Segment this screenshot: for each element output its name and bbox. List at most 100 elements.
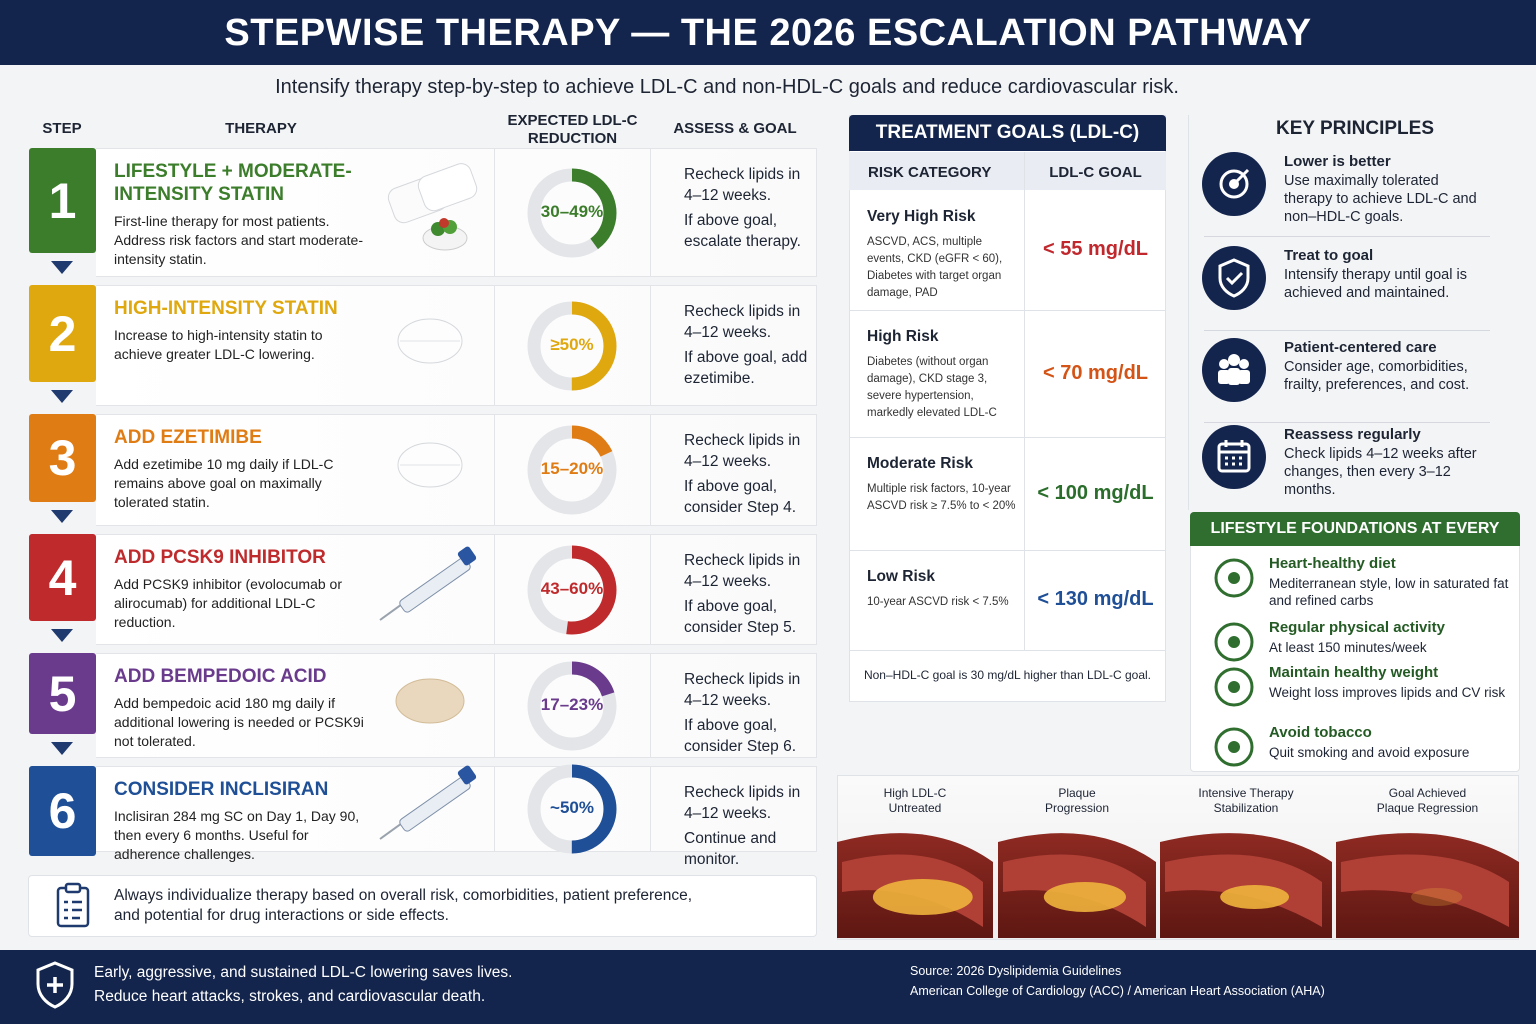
assess-line: Continue and monitor. [684, 830, 777, 868]
principle-title: Treat to goal [1284, 247, 1374, 264]
step-text: HIGH-INTENSITY STATIN Increase to high-in… [114, 297, 372, 364]
shape [1214, 558, 1254, 598]
stage-label: Goal Achieved [1388, 786, 1467, 800]
step-title: LIFESTYLE + MODERATE-INTENSITY STATIN [114, 161, 352, 205]
drug-illustration [379, 765, 477, 840]
reduction-ring [527, 425, 617, 515]
lifestyle-panel [1190, 512, 1520, 772]
lifestyle-title: LIFESTYLE FOUNDATIONS AT EVERY STEP [1190, 512, 1520, 571]
stage-label: Stabilization [1213, 801, 1279, 815]
footer-message: Reduce heart attacks, strokes, and cardi… [94, 988, 486, 1005]
principle-text: Intensify therapy until goal is achieved… [1284, 267, 1467, 301]
step-title: ADD EZETIMIBE [114, 427, 262, 448]
shape [527, 425, 617, 515]
assess-line: If above goal, escalate therapy. [684, 212, 801, 250]
divider [494, 414, 495, 526]
reduction-label: 15–20% [540, 459, 604, 478]
divider [494, 285, 495, 406]
goals-panel [849, 115, 1166, 702]
assess-line: If above goal, consider Step 5. [684, 598, 797, 636]
lifestyle-icon [1214, 558, 1254, 598]
shape [1228, 368, 1240, 385]
shape [1202, 246, 1266, 310]
assess-text: Recheck lipids in 4–12 weeks. If above go… [684, 301, 809, 389]
reduction-ring [527, 168, 617, 257]
artery [998, 833, 1156, 938]
footer-source: Source: 2026 Dyslipidemia Guidelines [910, 964, 1122, 978]
stage-label: Progression [1044, 801, 1110, 815]
principle-icon [1202, 246, 1266, 310]
step-text: ADD EZETIMIBE Add ezetimibe 10 mg daily i… [114, 426, 372, 512]
header-bar [0, 0, 1536, 65]
lifestyle-item-text: At least 150 minutes/week [1269, 640, 1427, 655]
column-header: EXPECTED LDL-C REDUCTION [507, 112, 638, 147]
goals-title: TREATMENT GOALS (LDL-C) [849, 115, 1166, 151]
reduction-label: 17–23% [540, 694, 604, 714]
risk-category: Moderate Risk [867, 455, 973, 472]
risk-category: Low Risk [867, 568, 936, 585]
shape [1219, 440, 1249, 454]
divider [1188, 115, 1189, 510]
step-description: Add bempedoic acid 180 mg daily if addit… [114, 695, 364, 749]
divider [1204, 236, 1490, 237]
shield-icon [36, 961, 74, 1009]
divider [1204, 422, 1490, 423]
artery [1160, 833, 1332, 938]
shape [1228, 636, 1240, 648]
footer-source: American College of Cardiology (ACC) / A… [910, 984, 1325, 998]
step-arrow [51, 742, 73, 755]
shape [56, 886, 90, 928]
lifestyle-item: Maintain healthy weight Weight loss impro… [1269, 663, 1509, 701]
shape [399, 776, 471, 832]
principle-text: Check lipids 4–12 weeks after changes, t… [1284, 446, 1477, 498]
shape [1225, 271, 1244, 286]
artery [837, 833, 993, 938]
row-line [849, 650, 1166, 651]
lifestyle-item-text: Mediterranean style, low in saturated fa… [1269, 576, 1509, 608]
note: Always individualize therapy based on ov… [114, 887, 693, 924]
lifestyle-item: Regular physical activity At least 150 mi… [1269, 618, 1509, 656]
column-header: ASSESS & GOAL [673, 120, 797, 137]
principles-title: KEY PRINCIPLES [1275, 118, 1435, 139]
principle-title: Reassess regularly [1284, 426, 1421, 443]
shape [527, 301, 617, 390]
reduction-label: ~50% [550, 798, 594, 817]
assess-text: Recheck lipids in 4–12 weeks. If above go… [684, 669, 809, 757]
reduction-label: 43–60% [540, 578, 604, 598]
step-title: CONSIDER INCLISIRAN [114, 779, 329, 800]
shape [51, 510, 73, 523]
risk-criteria: 10-year ASCVD risk < 7.5% [867, 596, 1009, 608]
divider [650, 653, 651, 758]
step-title: ADD PCSK9 INHIBITOR [114, 547, 326, 568]
assess-line: If above goal, consider Step 4. [684, 478, 797, 516]
assess-line: Recheck lipids in 4–12 weeks. [684, 303, 801, 341]
shape [36, 961, 74, 1009]
step-row [96, 653, 817, 758]
goals-head-row [849, 152, 1166, 190]
lifestyle-icon [1214, 667, 1254, 707]
divider [650, 534, 651, 645]
step-title: HIGH-INTENSITY STATIN [114, 298, 338, 319]
step-row [96, 534, 817, 645]
lifestyle-item-title: Maintain healthy weight [1269, 664, 1439, 681]
step-arrow [51, 510, 73, 523]
step-description: Inclisiran 284 mg SC on Day 1, Day 90, t… [114, 808, 360, 862]
shape [1214, 667, 1254, 707]
drug-illustration [395, 678, 465, 723]
assess-line: If above goal, consider Step 6. [684, 717, 797, 755]
divider [494, 148, 495, 277]
assess-line: Recheck lipids in 4–12 weeks. [684, 552, 801, 590]
assess-line: Recheck lipids in 4–12 weeks. [684, 671, 801, 709]
lifestyle-item-title: Heart-healthy diet [1269, 555, 1396, 572]
reduction-ring [527, 661, 617, 750]
shape [1228, 572, 1240, 584]
shape [64, 900, 82, 920]
shape [399, 556, 471, 613]
principle: Patient-centered care Consider age, comor… [1284, 338, 1484, 394]
step-arrow [51, 261, 73, 274]
shape [1232, 168, 1250, 186]
drug-illustration [397, 442, 463, 488]
shape [1411, 888, 1463, 906]
lifestyle-item: Avoid tobacco Quit smoking and avoid expo… [1269, 723, 1509, 761]
